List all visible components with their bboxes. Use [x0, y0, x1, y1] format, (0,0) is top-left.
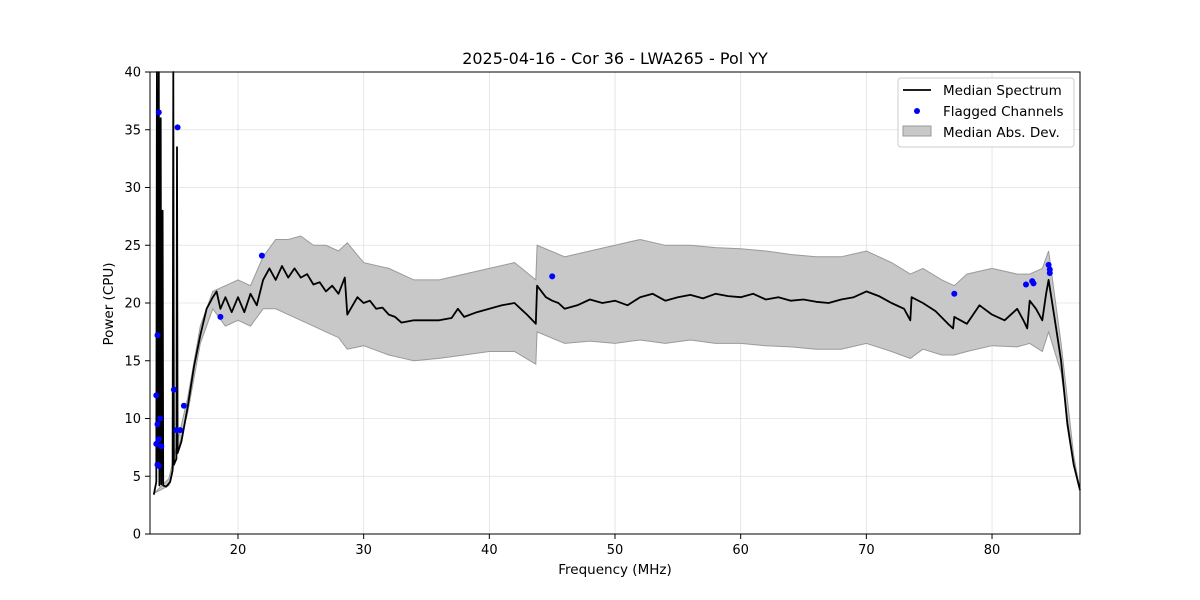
legend-flagged-swatch	[914, 108, 920, 114]
legend-flagged-label: Flagged Channels	[943, 104, 1064, 120]
legend-box	[897, 77, 1075, 148]
flagged-point	[180, 402, 187, 409]
y-tick-label: 35	[124, 123, 141, 138]
flagged-point	[1045, 261, 1052, 268]
x-tick-label: 30	[355, 543, 372, 558]
x-tick-label: 60	[732, 543, 749, 558]
flagged-point	[155, 462, 162, 469]
flagged-point	[1046, 270, 1053, 276]
flagged-point	[158, 443, 165, 450]
x-axis-ticks: 20 30 40 50 60 70 80	[230, 534, 1001, 558]
flagged-point	[177, 427, 184, 434]
y-tick-label: 5	[133, 470, 141, 485]
flagged-point	[549, 273, 556, 280]
flagged-point	[153, 440, 160, 447]
x-tick-label: 20	[230, 543, 247, 558]
median-abs-dev-band	[153, 235, 1081, 495]
flagged-point	[951, 290, 958, 297]
y-axis-label: Power (CPU)	[101, 262, 117, 345]
flagged-point	[154, 332, 161, 339]
flagged-point	[174, 124, 181, 131]
flagged-point	[155, 436, 162, 443]
x-axis-label: Frequency (MHz)	[558, 562, 671, 578]
y-tick-label: 10	[124, 412, 141, 427]
median-spectrum-line	[152, 71, 1081, 495]
y-tick-label: 20	[124, 297, 141, 312]
flagged-point	[157, 415, 164, 422]
x-tick-label: 70	[858, 543, 875, 558]
legend-median-label: Median Spectrum	[943, 83, 1062, 99]
legend-mad-label: Median Abs. Dev.	[943, 125, 1060, 141]
y-tick-label: 0	[133, 528, 141, 543]
flagged-point	[153, 392, 160, 399]
flagged-point	[154, 421, 161, 428]
flagged-point	[258, 252, 265, 259]
legend-mad-swatch	[902, 125, 932, 137]
x-tick-label: 50	[607, 543, 624, 558]
legend: Median Spectrum Flagged Channels Median …	[897, 77, 1075, 148]
flagged-point	[155, 109, 162, 116]
flagged-point	[170, 386, 177, 393]
chart-title: 2025-04-16 - Cor 36 - LWA265 - Pol YY	[462, 49, 768, 68]
y-tick-label: 25	[124, 239, 141, 254]
x-tick-label: 80	[984, 543, 1001, 558]
flagged-channels-points	[153, 109, 1053, 469]
flagged-point	[1030, 280, 1037, 287]
flagged-point	[217, 313, 224, 320]
x-tick-label: 40	[481, 543, 498, 558]
y-axis-ticks: 0 5 10 15 20 25 30 35 40	[124, 66, 150, 543]
flagged-point	[1023, 281, 1029, 288]
y-tick-label: 15	[124, 354, 141, 369]
y-tick-label: 40	[124, 66, 141, 81]
y-tick-label: 30	[124, 181, 141, 196]
